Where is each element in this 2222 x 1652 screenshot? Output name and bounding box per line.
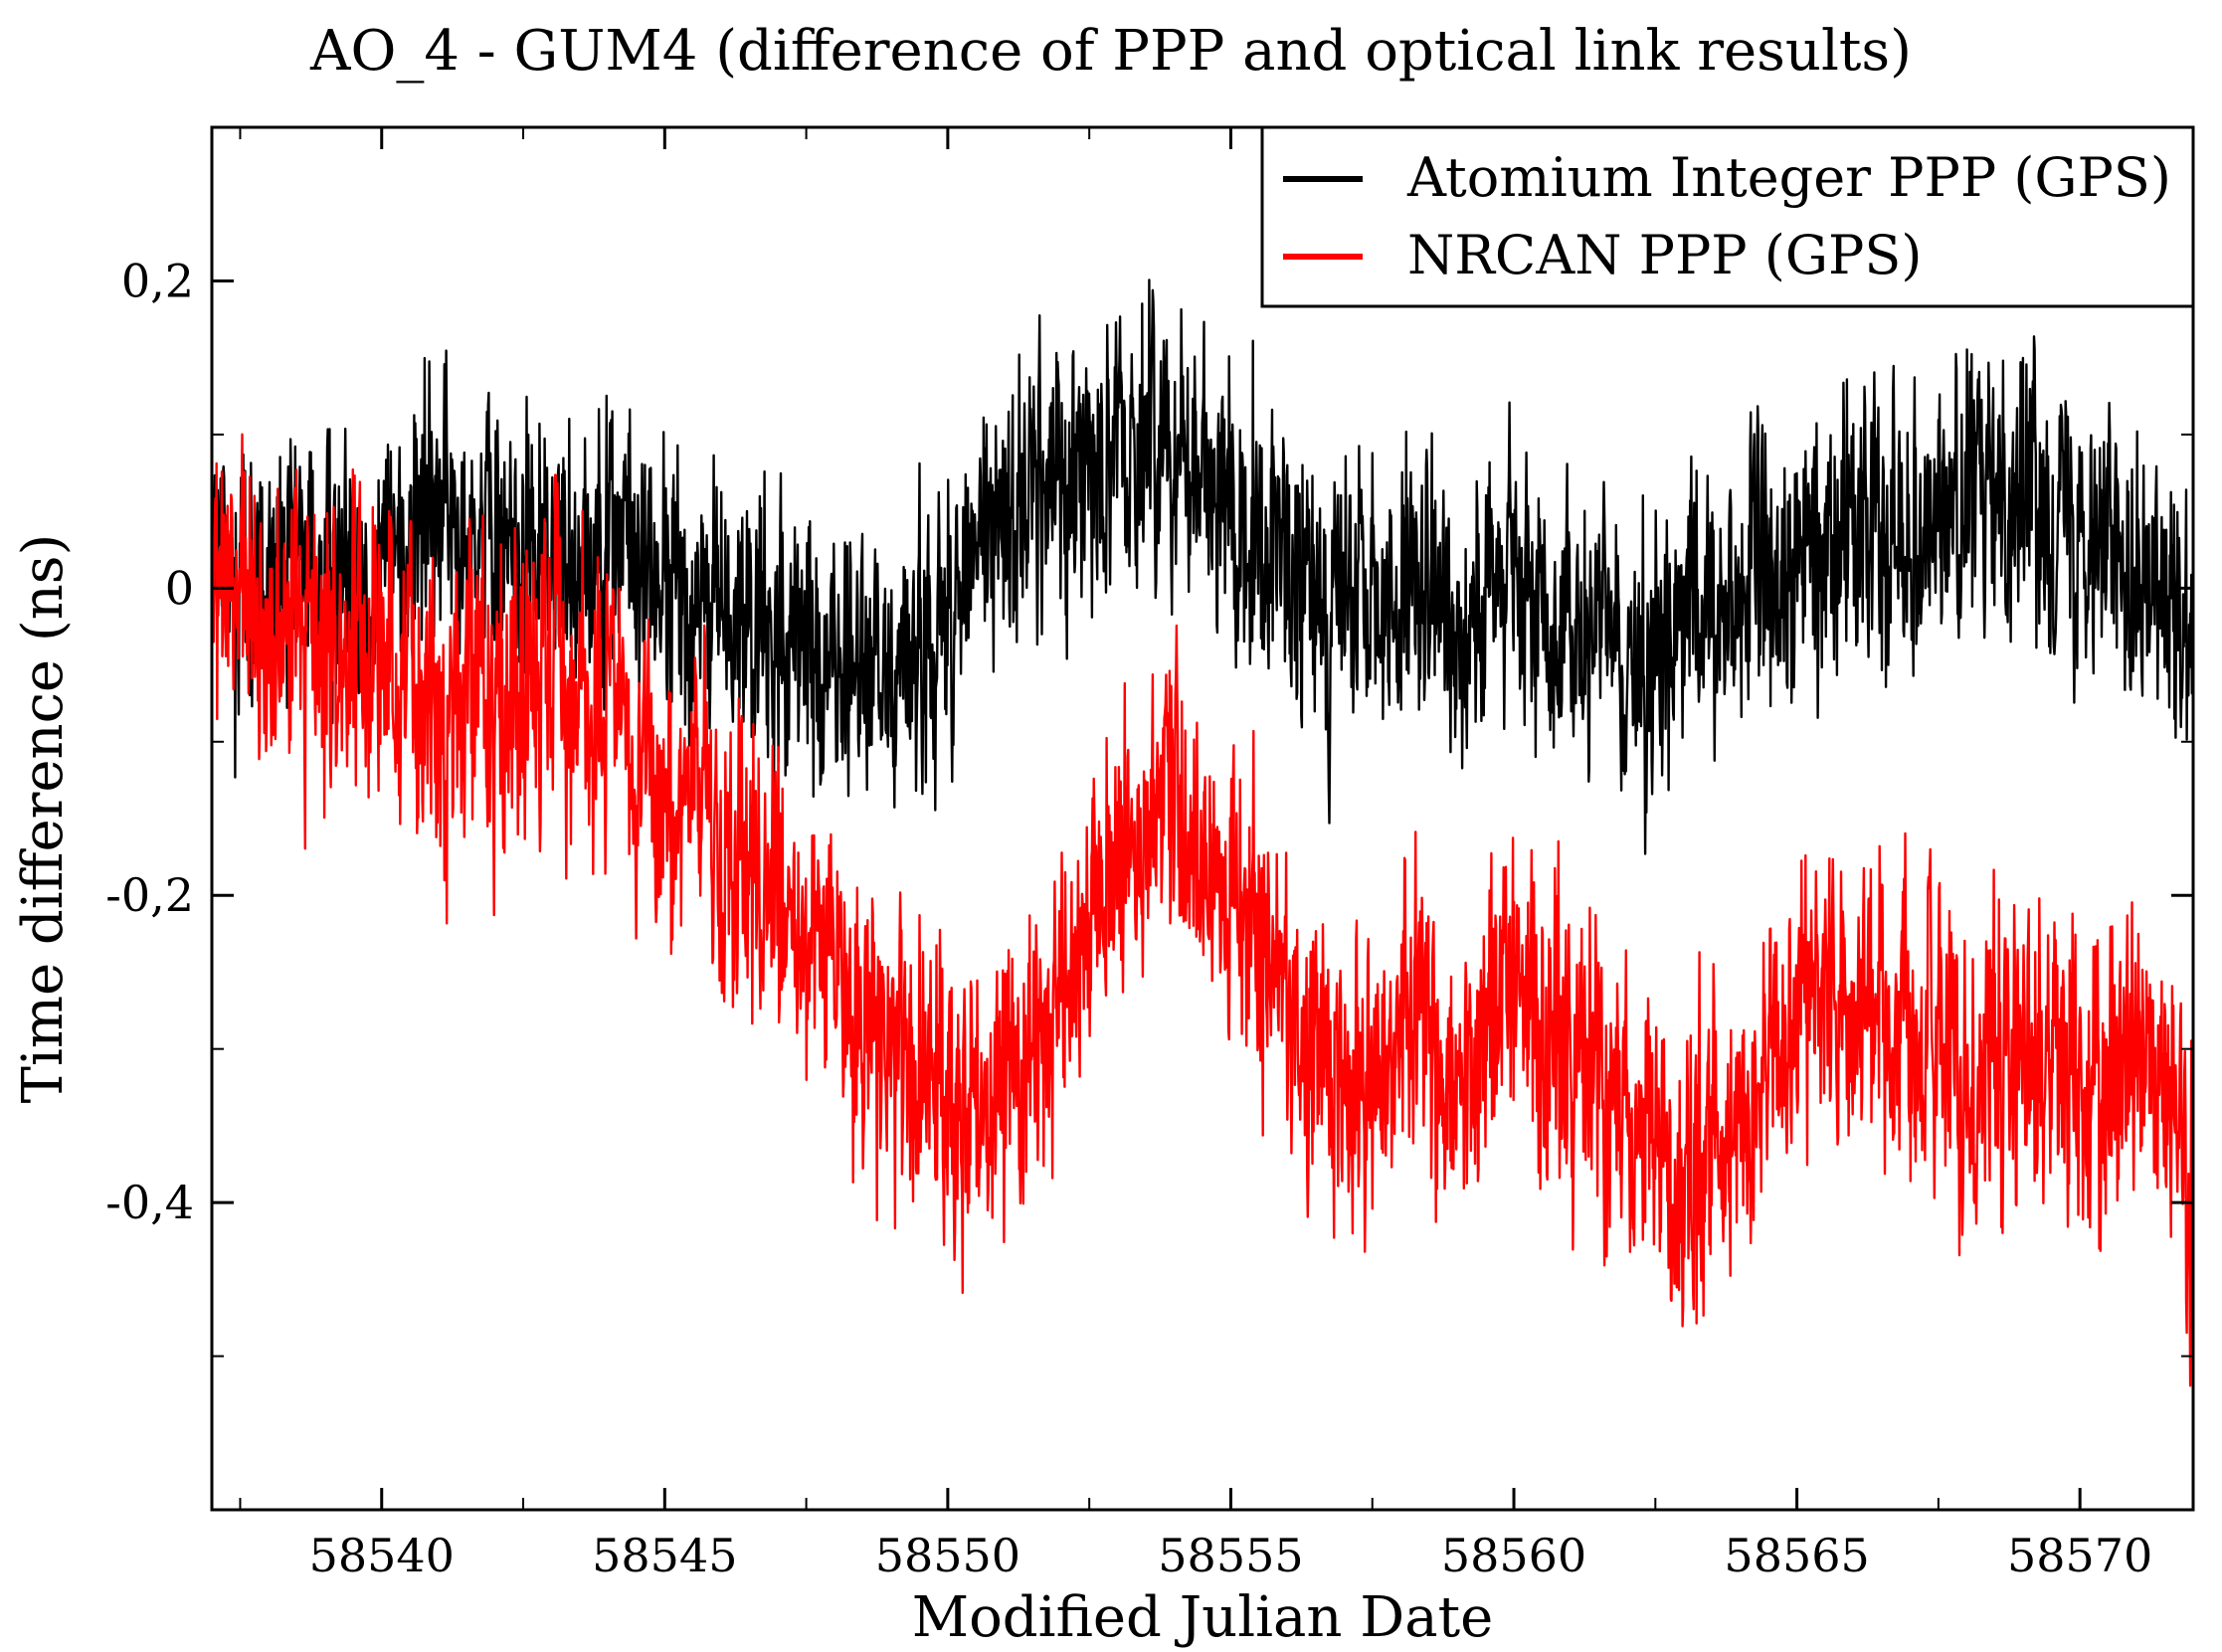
x-tick-label: 58565 [1724,1529,1869,1582]
x-tick-label: 58545 [592,1529,737,1582]
x-tick-label: 58570 [2007,1529,2152,1582]
y-tick-label: 0 [165,561,194,615]
series-layer [210,278,2195,1387]
ticks-layer: 58540 58545 58550 58555 58560 58565 58570 0,2 0 -… [105,127,2193,1582]
y-tick-label: -0,4 [105,1176,194,1229]
x-tick-label: 58540 [309,1529,455,1582]
y-tick-label: -0,2 [105,868,194,922]
legend-box [1260,125,2195,308]
y-axis-title: Time difference (ns) [11,534,76,1104]
legend-label-nrcan: NRCAN PPP (GPS) [1407,224,1922,286]
legend-label-atomium: Atomium Integer PPP (GPS) [1406,146,2171,209]
plot-frame [210,125,2195,1512]
chart-title: AO_4 - GUM4 (difference of PPP and optic… [309,19,1912,84]
x-tick-label: 58560 [1441,1529,1586,1582]
series-line-atomium [210,278,2195,855]
x-axis-title: Modified Julian Date [912,1585,1493,1650]
series-line-nrcan [210,433,2195,1387]
x-tick-label: 58550 [875,1529,1020,1582]
legend: Atomium Integer PPP (GPS) NRCAN PPP (GPS… [1260,125,2195,308]
x-tick-label: 58555 [1158,1529,1303,1582]
y-tick-label: 0,2 [121,254,194,307]
